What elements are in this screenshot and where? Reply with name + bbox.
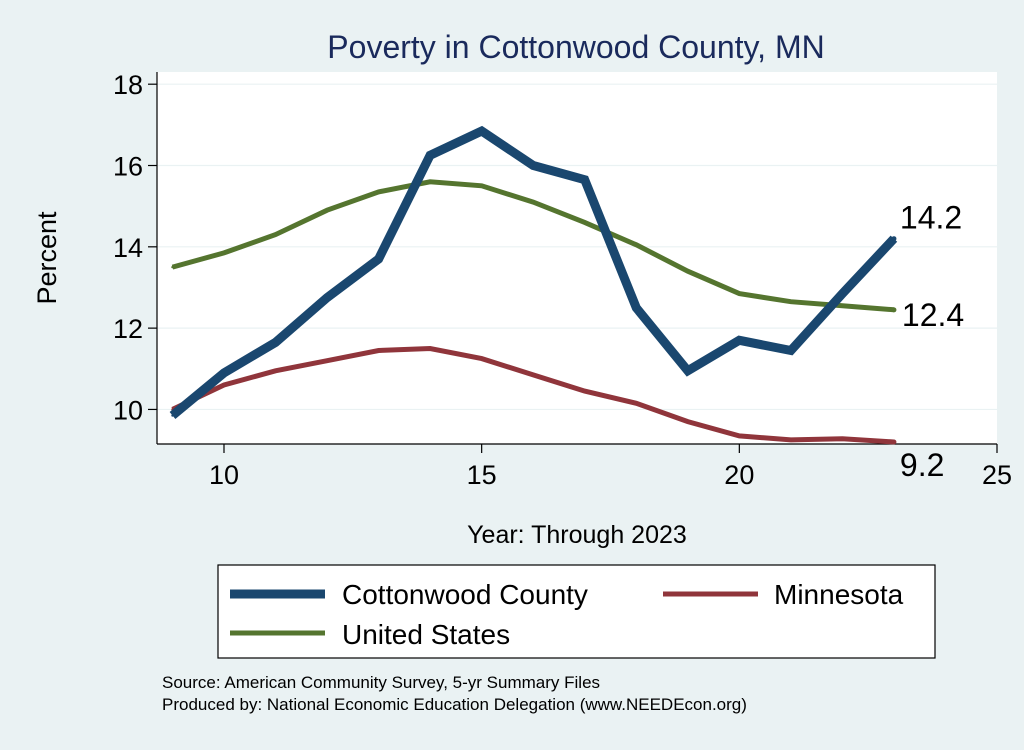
legend-box [217, 564, 936, 659]
x-tick-label-25: 25 [982, 460, 1012, 490]
data-point-minnesota-10 [222, 383, 226, 387]
end-marker-cottonwood-county [891, 236, 897, 242]
data-point-minnesota-13 [377, 349, 380, 352]
data-point-cottonwood-county-13 [377, 257, 380, 261]
x-axis-label: Year: Through 2023 [467, 521, 687, 549]
data-point-united-states-15 [480, 184, 483, 188]
data-point-minnesota-19 [686, 420, 689, 423]
end-labels: 14.2 9.2 12.4 [891, 200, 964, 483]
legend-label-minnesota: Minnesota [774, 579, 904, 610]
data-point-minnesota-16 [531, 373, 535, 377]
y-tick-label-14: 14 [113, 233, 143, 263]
data-point-minnesota-12 [325, 359, 329, 362]
data-point-united-states-10 [222, 251, 226, 255]
produced-by-note: Produced by: National Economic Education… [162, 695, 747, 714]
data-point-united-states-18 [635, 243, 638, 246]
data-point-united-states-17 [583, 221, 586, 224]
data-point-united-states-14 [428, 180, 432, 183]
data-point-united-states-16 [531, 200, 535, 204]
data-point-minnesota-15 [480, 357, 483, 360]
x-tick-label-10: 10 [209, 460, 239, 490]
data-point-cottonwood-county-20 [738, 339, 741, 342]
x-tick-label-15: 15 [467, 460, 497, 490]
legend-label-united-states: United States [342, 619, 510, 650]
x-axis-ticks: 10 15 20 25 [209, 444, 1012, 490]
data-point-cottonwood-county-10 [222, 371, 226, 375]
data-point-united-states-20 [738, 292, 741, 295]
source-note: Source: American Community Survey, 5-yr … [162, 673, 600, 692]
plot-area [157, 72, 997, 444]
data-point-cottonwood-county-9 [171, 414, 174, 417]
series-lines [169, 125, 898, 445]
end-label-cottonwood-county: 14.2 [900, 200, 962, 236]
chart-title: Poverty in Cottonwood County, MN [327, 29, 824, 65]
data-point-minnesota-21 [789, 438, 793, 442]
data-point-cottonwood-county-14 [428, 154, 432, 157]
data-point-minnesota-11 [274, 369, 277, 373]
data-point-cottonwood-county-19 [686, 369, 689, 373]
y-tick-label-16: 16 [113, 152, 143, 182]
data-point-cottonwood-county-18 [635, 306, 638, 310]
legend-label-cottonwood: Cottonwood County [342, 579, 588, 610]
data-point-minnesota-14 [428, 347, 432, 350]
data-point-cottonwood-county-15 [480, 129, 483, 133]
end-label-minnesota: 9.2 [900, 447, 944, 483]
end-marker-minnesota [891, 439, 897, 445]
x-tick-label-20: 20 [724, 460, 754, 490]
y-axis-label: Percent [32, 211, 62, 305]
data-point-minnesota-18 [635, 402, 638, 405]
data-point-cottonwood-county-16 [531, 164, 535, 167]
data-point-united-states-9 [171, 265, 174, 269]
y-tick-label-10: 10 [113, 395, 143, 425]
data-point-cottonwood-county-21 [789, 349, 793, 352]
data-point-united-states-22 [841, 304, 844, 307]
data-point-minnesota-17 [583, 389, 586, 393]
data-point-united-states-19 [686, 270, 689, 273]
end-label-united-states: 12.4 [902, 297, 964, 333]
data-point-cottonwood-county-17 [583, 178, 586, 181]
y-tick-label-12: 12 [113, 314, 143, 344]
data-point-united-states-12 [325, 209, 329, 212]
data-point-cottonwood-county-22 [841, 292, 844, 295]
data-point-minnesota-22 [841, 437, 844, 440]
y-axis-ticks: 10 12 14 16 18 [113, 70, 157, 425]
data-point-cottonwood-county-11 [274, 341, 277, 344]
data-point-united-states-13 [377, 190, 380, 194]
end-marker-united-states [891, 307, 897, 313]
y-tick-label-18: 18 [113, 70, 143, 100]
gridlines [157, 83, 997, 411]
data-point-cottonwood-county-12 [325, 296, 329, 299]
data-point-united-states-21 [789, 300, 793, 303]
data-point-minnesota-20 [738, 434, 741, 438]
data-point-united-states-11 [274, 233, 277, 236]
